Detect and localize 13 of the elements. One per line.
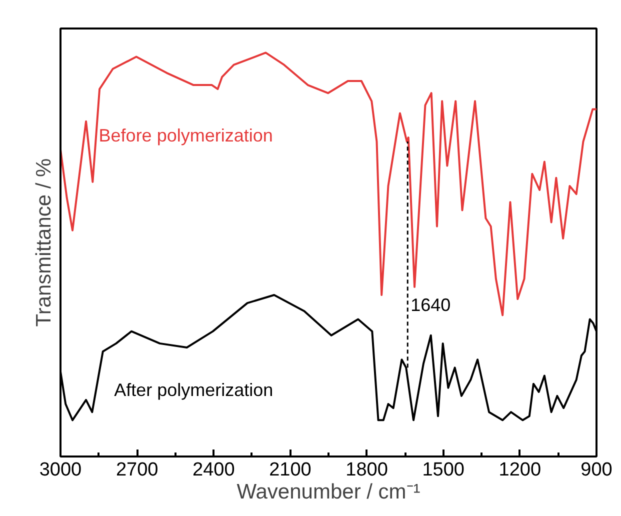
x-tick-label: 3000 [39, 460, 82, 480]
x-tick-label: 900 [580, 460, 612, 480]
ref-line-label: 1640 [410, 295, 451, 316]
y-axis-title: Transmittance / % [32, 158, 56, 327]
x-tick-label: 2400 [192, 460, 235, 480]
series-label: Before polymerization [98, 126, 273, 146]
series-label: After polymerization [114, 380, 274, 400]
x-axis-title: Wavenumber / cm⁻¹ [236, 480, 420, 504]
x-tick-label: 1200 [498, 460, 542, 480]
x-tick-label: 1500 [422, 460, 465, 480]
x-tick-label: 2700 [116, 460, 158, 480]
x-tick-label: 2100 [269, 460, 312, 480]
x-tick-label: 1800 [346, 460, 388, 480]
